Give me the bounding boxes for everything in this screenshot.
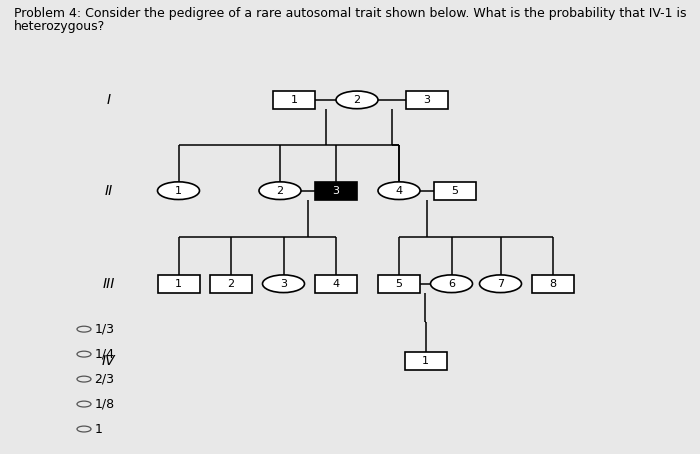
FancyBboxPatch shape	[158, 275, 199, 292]
Text: 1: 1	[94, 423, 102, 435]
Text: 1: 1	[290, 95, 298, 105]
Ellipse shape	[259, 182, 301, 199]
Text: 3: 3	[280, 279, 287, 289]
Text: 1: 1	[422, 356, 429, 366]
Text: 1: 1	[175, 279, 182, 289]
Text: 4: 4	[395, 186, 402, 196]
Text: 2: 2	[276, 186, 284, 196]
Text: 4: 4	[332, 279, 340, 289]
Ellipse shape	[77, 351, 91, 357]
Ellipse shape	[77, 376, 91, 382]
Text: 5: 5	[452, 186, 458, 196]
Text: 1/3: 1/3	[94, 323, 115, 336]
Text: 1/4: 1/4	[94, 348, 115, 360]
FancyBboxPatch shape	[406, 91, 448, 109]
FancyBboxPatch shape	[378, 275, 420, 292]
FancyBboxPatch shape	[405, 352, 447, 370]
Ellipse shape	[77, 326, 91, 332]
Text: 8: 8	[550, 279, 556, 289]
Ellipse shape	[77, 401, 91, 407]
Text: heterozygous?: heterozygous?	[14, 20, 105, 34]
Text: III: III	[102, 277, 115, 291]
Text: 2: 2	[228, 279, 234, 289]
Text: II: II	[104, 184, 113, 197]
FancyBboxPatch shape	[273, 91, 315, 109]
Text: I: I	[106, 93, 111, 107]
Ellipse shape	[336, 91, 378, 109]
Text: Problem 4: Consider the pedigree of a rare autosomal trait shown below. What is : Problem 4: Consider the pedigree of a ra…	[14, 7, 687, 20]
Ellipse shape	[378, 182, 420, 199]
FancyBboxPatch shape	[210, 275, 252, 292]
Ellipse shape	[430, 275, 473, 292]
Ellipse shape	[480, 275, 522, 292]
FancyBboxPatch shape	[315, 182, 357, 199]
Text: 5: 5	[395, 279, 402, 289]
Text: 7: 7	[497, 279, 504, 289]
Text: 1: 1	[175, 186, 182, 196]
FancyBboxPatch shape	[532, 275, 574, 292]
Text: 2: 2	[354, 95, 360, 105]
Text: 1/8: 1/8	[94, 398, 115, 410]
Text: 6: 6	[448, 279, 455, 289]
Text: 3: 3	[332, 186, 340, 196]
Text: 3: 3	[424, 95, 430, 105]
Ellipse shape	[158, 182, 199, 199]
FancyBboxPatch shape	[315, 275, 357, 292]
Ellipse shape	[262, 275, 304, 292]
Ellipse shape	[77, 426, 91, 432]
Text: 2/3: 2/3	[94, 373, 115, 385]
FancyBboxPatch shape	[434, 182, 476, 199]
Text: IV: IV	[102, 354, 116, 368]
